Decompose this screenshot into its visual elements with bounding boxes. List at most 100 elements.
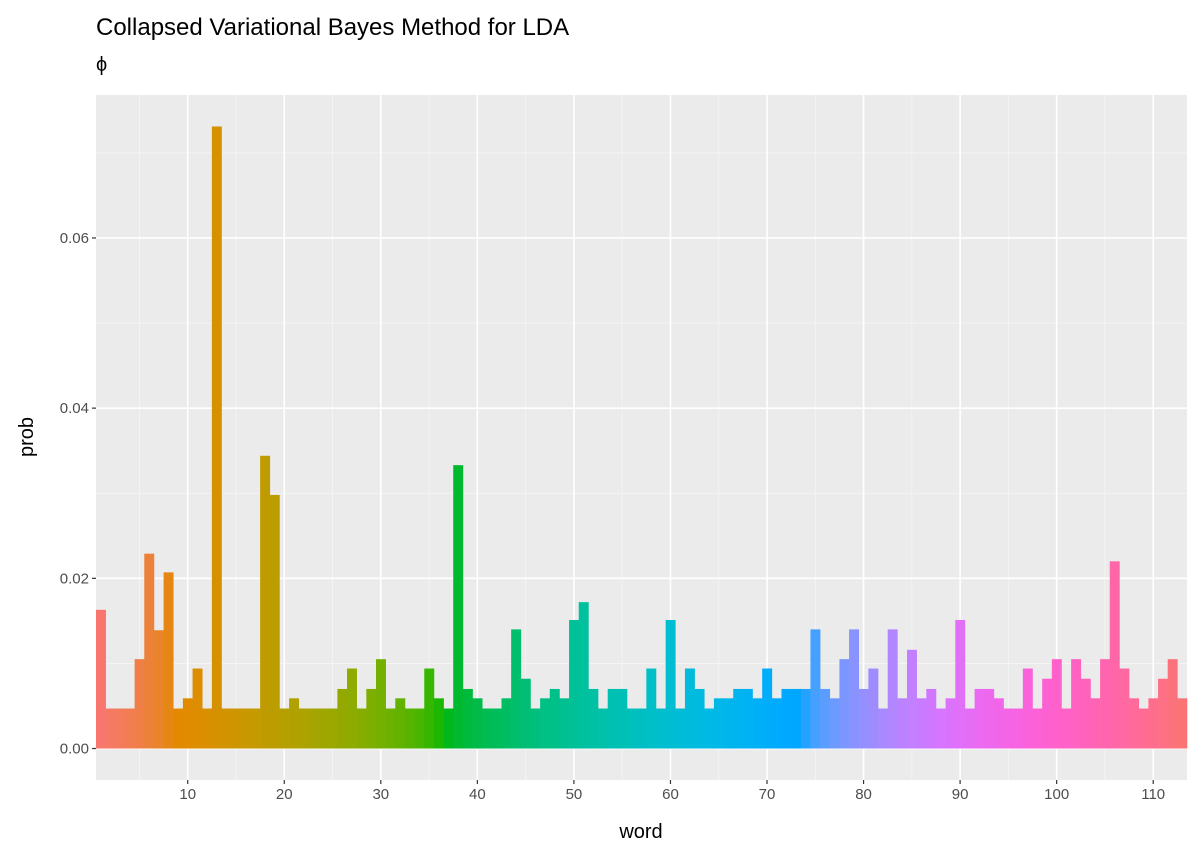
bar-word-97 [1022, 668, 1033, 749]
bar-word-14 [221, 708, 232, 749]
bar-word-70 [762, 668, 773, 749]
bar-word-79 [849, 629, 860, 749]
bar-word-76 [820, 688, 831, 749]
bar-word-31 [385, 708, 396, 749]
bar-word-13 [211, 126, 222, 749]
bar-word-26 [337, 688, 348, 749]
bar-word-4 [124, 708, 135, 749]
bar-word-42 [491, 708, 502, 749]
bar-word-73 [791, 688, 802, 749]
x-tick-label: 30 [372, 786, 389, 803]
bar-word-37 [443, 708, 454, 749]
bar-word-80 [858, 688, 869, 749]
bar-word-17 [250, 708, 261, 749]
bar-word-92 [974, 688, 985, 749]
bar-word-68 [742, 688, 753, 749]
x-tick-label: 20 [276, 786, 293, 803]
x-tick-label: 10 [179, 786, 196, 803]
bar-word-56 [627, 708, 637, 749]
bar-word-39 [462, 688, 473, 749]
bar-word-20 [279, 708, 290, 749]
bar-word-45 [520, 678, 531, 749]
bar-word-5 [134, 659, 145, 749]
bar-word-91 [964, 708, 975, 749]
bar-word-52 [588, 688, 599, 749]
bar-word-90 [955, 620, 966, 749]
bar-word-78 [839, 659, 850, 749]
bar-word-19 [269, 494, 280, 749]
bar-word-24 [318, 708, 329, 749]
bar-word-3 [115, 708, 126, 749]
bar-word-2 [105, 708, 116, 749]
bar-word-12 [202, 708, 213, 749]
bar-word-81 [868, 668, 879, 749]
bar-word-74 [800, 688, 811, 749]
bar-word-43 [501, 698, 512, 749]
bar-word-28 [356, 708, 367, 749]
bar-word-61 [675, 708, 686, 749]
bar-word-82 [878, 708, 888, 749]
bar-word-89 [945, 698, 956, 749]
x-tick-label: 60 [662, 786, 679, 803]
bar-word-35 [424, 668, 435, 749]
bar-word-21 [289, 698, 300, 749]
x-tick-label: 50 [566, 786, 583, 803]
x-tick-label: 110 [1141, 786, 1165, 803]
bar-word-33 [404, 708, 415, 749]
bar-word-62 [684, 668, 695, 749]
bar-word-108 [1129, 698, 1140, 749]
bar-word-98 [1032, 708, 1043, 749]
bar-word-63 [694, 688, 705, 749]
x-axis-label: word [618, 821, 662, 843]
bar-word-30 [375, 659, 386, 749]
bar-word-100 [1051, 659, 1062, 749]
bar-word-50 [569, 620, 580, 749]
bar-word-16 [240, 708, 251, 749]
x-tick-label: 100 [1044, 786, 1069, 803]
bar-word-85 [907, 649, 917, 749]
bar-word-106 [1109, 561, 1120, 749]
bar-word-69 [752, 698, 763, 749]
bar-word-53 [598, 708, 609, 749]
bar-word-32 [395, 698, 406, 749]
bar-word-23 [308, 708, 319, 749]
bar-word-109 [1138, 708, 1149, 749]
bar-word-6 [144, 553, 155, 749]
y-tick-label: 0.04 [60, 400, 89, 417]
bar-word-57 [636, 708, 647, 749]
bar-word-47 [540, 698, 551, 749]
bar-word-111 [1158, 678, 1168, 749]
bar-word-46 [530, 708, 541, 749]
bar-word-58 [646, 668, 657, 749]
bar-word-86 [916, 698, 927, 749]
bar-word-104 [1090, 698, 1101, 749]
y-tick-label: 0.00 [60, 741, 89, 758]
bar-word-99 [1042, 678, 1053, 749]
bar-word-29 [366, 688, 377, 749]
bar-word-88 [935, 708, 946, 749]
y-axis-label: prob [16, 417, 38, 457]
bar-word-36 [433, 698, 444, 749]
x-tick-label: 90 [952, 786, 969, 803]
bar-word-107 [1119, 668, 1130, 749]
bar-word-103 [1080, 678, 1091, 749]
bar-word-1 [96, 609, 106, 749]
bar-word-110 [1148, 698, 1159, 749]
bar-word-40 [472, 698, 483, 749]
bar-word-59 [655, 708, 666, 749]
bar-word-67 [733, 688, 744, 749]
bar-word-48 [549, 688, 560, 749]
x-tick-label: 80 [855, 786, 872, 803]
bar-word-41 [482, 708, 493, 749]
bar-word-71 [771, 698, 782, 749]
bar-word-87 [926, 688, 937, 749]
bar-word-66 [723, 698, 734, 749]
x-tick-label: 70 [759, 786, 776, 803]
x-tick-label: 40 [469, 786, 486, 803]
bar-word-113 [1177, 698, 1188, 749]
bar-word-65 [713, 698, 724, 749]
y-tick-label: 0.02 [60, 570, 89, 587]
bar-word-112 [1167, 659, 1178, 749]
